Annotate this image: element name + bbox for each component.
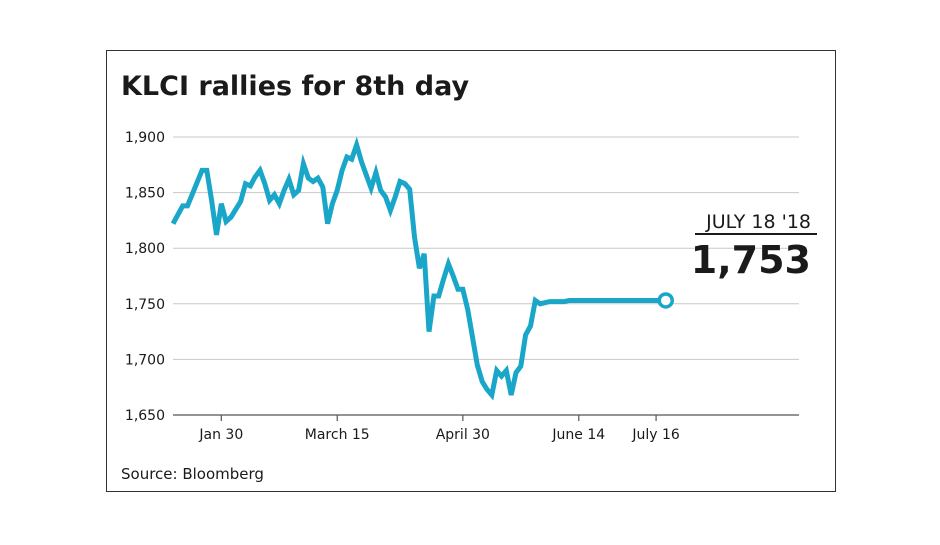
y-tick-label: 1,650 [125, 408, 165, 424]
chart-frame: KLCI rallies for 8th day Jan 30 March 15 A… [106, 50, 836, 492]
x-tick-label: June 14 [551, 427, 605, 443]
series-line-layer [170, 136, 674, 401]
source-note: Source: Bloomberg [121, 465, 264, 483]
x-tick-label: Jan 30 [198, 427, 243, 443]
x-tick-label: July 16 [631, 427, 680, 443]
x-axis-ticks: Jan 30 March 15 April 30 June 14 July 16 [198, 415, 680, 443]
series-line-klci [170, 136, 666, 401]
y-tick-label: 1,700 [125, 352, 165, 368]
chart-title: KLCI rallies for 8th day [121, 71, 470, 102]
y-axis-ticks: 1,650 1,700 1,750 1,800 1,850 1,900 [125, 130, 165, 424]
last-point-marker [657, 292, 674, 309]
y-tick-label: 1,850 [125, 186, 165, 202]
y-tick-label: 1,800 [125, 241, 165, 257]
y-tick-label: 1,900 [125, 130, 165, 146]
x-tick-label: March 15 [305, 427, 370, 443]
grid-layer [173, 136, 799, 416]
y-tick-label: 1,750 [125, 297, 165, 313]
annotation-layer: JULY 18 '18 1,753 [691, 211, 817, 282]
annotation-value-label: 1,753 [691, 238, 811, 282]
chart-svg: KLCI rallies for 8th day Jan 30 March 15 A… [121, 71, 817, 483]
x-tick-label: April 30 [436, 427, 490, 443]
annotation-date-label: JULY 18 '18 [705, 211, 811, 233]
